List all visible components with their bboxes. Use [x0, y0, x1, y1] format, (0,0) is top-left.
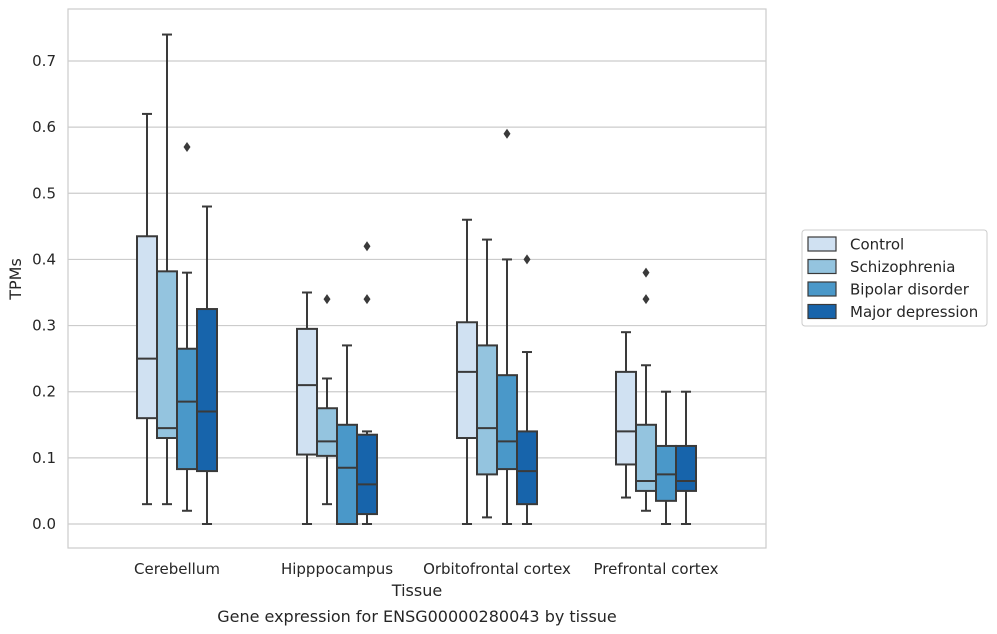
outlier-marker — [642, 294, 650, 305]
x-tick-label: Orbitofrontal cortex — [423, 560, 571, 578]
x-tick-labels: Cerebellum Hipppocampus Orbitofrontal cort… — [134, 560, 719, 578]
iqr-box — [356, 433, 378, 516]
box-1-2 — [336, 344, 358, 525]
y-tick-label: 0.3 — [32, 317, 56, 335]
y-tick-label: 0.5 — [32, 184, 56, 202]
legend-swatch — [807, 236, 837, 252]
box-2-1 — [476, 238, 498, 519]
legend-label: Bipolar disorder — [850, 281, 970, 299]
outlier-marker — [363, 241, 371, 252]
box-2-0 — [456, 218, 478, 525]
iqr-box — [196, 308, 218, 473]
legend-swatch — [807, 258, 837, 275]
iqr-box — [176, 347, 198, 471]
box-1-0 — [296, 291, 318, 525]
x-tick-label: Hipppocampus — [281, 560, 393, 578]
box-3-0 — [615, 331, 637, 499]
legend: Control Schizophrenia Bipolar disorder Majo… — [801, 229, 988, 327]
y-tick-label: 0.4 — [32, 250, 56, 268]
y-tick-labels: 0.0 0.1 0.2 0.3 0.4 0.5 0.6 0.7 — [32, 52, 56, 533]
y-tick-label: 0.6 — [32, 118, 56, 136]
box-0-2 — [176, 141, 198, 512]
x-tick-label: Prefrontal cortex — [594, 560, 719, 578]
box-3-3 — [675, 390, 697, 525]
boxes-layer — [136, 33, 697, 525]
y-tick-label: 0.2 — [32, 383, 56, 401]
box-0-0 — [136, 112, 158, 506]
plot-frame — [67, 8, 767, 549]
box-2-3 — [516, 254, 538, 525]
legend-frame — [801, 229, 988, 327]
box-0-3 — [196, 205, 218, 525]
outlier-marker — [183, 141, 191, 152]
box-3-1 — [635, 267, 657, 512]
legend-label: Control — [850, 236, 904, 254]
iqr-box — [496, 374, 518, 471]
y-tick-label: 0.7 — [32, 52, 56, 70]
iqr-box — [516, 430, 538, 506]
iqr-box — [456, 321, 478, 440]
iqr-box — [316, 407, 338, 457]
box-0-1 — [156, 33, 178, 506]
box-2-2 — [496, 128, 518, 525]
box-1-3 — [356, 241, 378, 525]
outlier-marker — [642, 267, 650, 278]
iqr-box — [156, 270, 178, 440]
box-3-2 — [655, 390, 677, 525]
y-axis-title: TPMs — [6, 258, 25, 301]
outlier-marker — [503, 128, 511, 139]
outlier-marker — [523, 254, 531, 265]
legend-swatch — [807, 281, 837, 297]
iqr-box — [615, 370, 637, 466]
x-tick-label: Cerebellum — [134, 560, 220, 578]
outlier-marker — [323, 294, 331, 305]
outlier-marker — [363, 294, 371, 305]
chart-caption: Gene expression for ENSG00000280043 by t… — [217, 607, 617, 626]
x-axis-title: Tissue — [391, 581, 442, 600]
legend-label: Schizophrenia — [850, 258, 955, 276]
y-tick-label: 0.1 — [32, 449, 56, 467]
iqr-box — [336, 423, 358, 525]
legend-label: Major depression — [850, 303, 978, 321]
y-tick-label: 0.0 — [32, 515, 56, 533]
iqr-box — [675, 444, 697, 492]
iqr-box — [296, 327, 318, 456]
iqr-box — [476, 344, 498, 476]
iqr-box — [136, 235, 158, 420]
legend-swatch — [807, 303, 837, 320]
